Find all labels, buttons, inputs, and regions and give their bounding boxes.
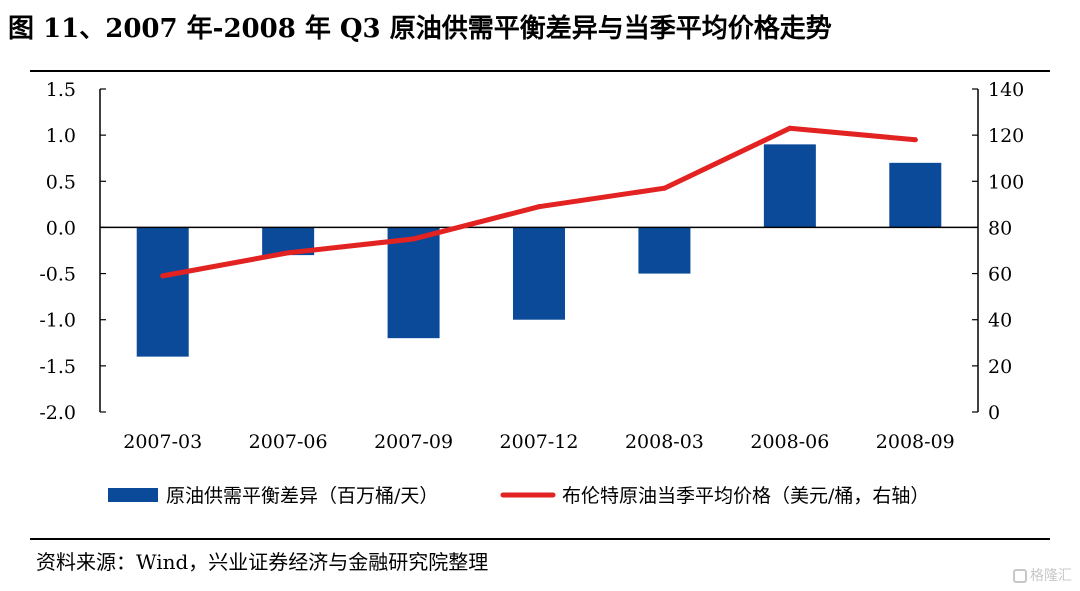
left-tick-label: 1.0 (46, 125, 76, 147)
left-tick-label: 0.5 (46, 171, 76, 193)
chart-title: 图 11、2007 年-2008 年 Q3 原油供需平衡差异与当季平均价格走势 (8, 14, 832, 44)
x-tick-label: 2008-09 (876, 431, 955, 453)
right-tick-label: 40 (988, 310, 1012, 332)
legend-swatch-bar (108, 488, 158, 502)
left-tick-label: -1.0 (39, 310, 76, 332)
x-tick-label: 2008-03 (625, 431, 704, 453)
legend-label-line: 布伦特原油当季平均价格（美元/桶，右轴） (562, 485, 929, 507)
top-rule (30, 70, 1050, 72)
bar (638, 227, 691, 274)
right-tick-label: 60 (988, 264, 1012, 286)
price-point (912, 137, 918, 143)
left-tick-label: 0.0 (46, 217, 76, 239)
x-tick-label: 2007-09 (374, 431, 453, 453)
watermark-logo-icon (1013, 569, 1027, 583)
bar (763, 144, 816, 228)
watermark: 格隆汇 (1013, 565, 1072, 585)
right-tick-label: 0 (988, 402, 1000, 424)
right-tick-label: 100 (988, 171, 1024, 193)
price-point (411, 236, 417, 242)
price-point (285, 250, 291, 256)
x-tick-label: 2008-06 (750, 431, 829, 453)
bar (513, 227, 565, 320)
right-tick-label: 140 (988, 79, 1024, 101)
right-tick-label: 20 (988, 356, 1012, 378)
bar (387, 227, 440, 339)
price-point (661, 185, 667, 191)
bottom-rule (30, 538, 1050, 540)
legend-label-bar: 原油供需平衡差异（百万桶/天） (166, 485, 438, 507)
source-note: 资料来源：Wind，兴业证券经济与金融研究院整理 (36, 550, 489, 574)
left-tick-label: -0.5 (39, 264, 76, 286)
left-tick-label: -1.5 (39, 356, 76, 378)
price-point (787, 125, 793, 131)
left-tick-label: -2.0 (39, 402, 76, 424)
bar (136, 227, 189, 357)
left-tick-label: 1.5 (46, 79, 76, 101)
right-tick-label: 120 (988, 125, 1024, 147)
price-point (160, 273, 166, 279)
x-tick-label: 2007-12 (500, 431, 579, 453)
bar (889, 162, 942, 228)
price-point (536, 204, 542, 210)
watermark-text: 格隆汇 (1030, 568, 1072, 584)
right-tick-label: 80 (988, 217, 1012, 239)
x-tick-label: 2007-03 (123, 431, 202, 453)
x-tick-label: 2007-06 (249, 431, 328, 453)
